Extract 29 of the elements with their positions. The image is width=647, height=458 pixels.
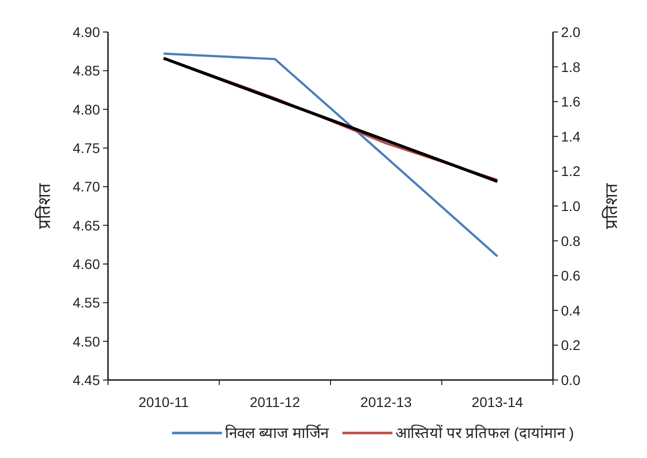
x-tick-label: 2012-13 (360, 394, 412, 410)
y2-tick-label: 1.4 (561, 128, 581, 144)
x-tick-label: 2011-12 (250, 394, 300, 410)
x-tick-label: 2013-14 (472, 394, 524, 410)
y-tick-label: 4.70 (72, 178, 100, 195)
x-tick-label: 2010-11 (138, 394, 190, 410)
y-tick-label: 4.85 (72, 62, 100, 79)
y-tick-label: 4.50 (72, 333, 100, 350)
legend-label: निवल ब्याज मार्जिन (225, 424, 330, 442)
y2-tick-label: 0.6 (561, 268, 581, 284)
y2-tick-label: 1.6 (561, 94, 581, 110)
y2-tick-label: 0.4 (561, 302, 581, 318)
y2-tick-label: 0.8 (561, 232, 581, 249)
y-tick-label: 4.60 (72, 256, 100, 272)
y-tick-label: 4.80 (72, 101, 100, 118)
y2-tick-label: 1.0 (561, 198, 581, 214)
y-tick-label: 4.90 (72, 24, 100, 40)
y-tick-label: 4.45 (72, 372, 100, 388)
y2-tick-label: 0.0 (561, 372, 581, 388)
y2-tick-label: 1.8 (561, 58, 581, 75)
y2-axis-title: प्रतिशत (601, 183, 621, 229)
y-tick-label: 4.75 (72, 140, 100, 156)
y-tick-label: 4.55 (72, 294, 100, 311)
y2-tick-label: 0.2 (561, 337, 581, 354)
legend-label: आस्तियों पर प्रतिफल (दायांमान ) (395, 424, 574, 442)
y2-tick-label: 2.0 (561, 24, 581, 40)
y2-tick-label: 1.2 (561, 163, 581, 180)
y-tick-label: 4.65 (72, 217, 100, 234)
y-axis-title: प्रतिशत (34, 183, 54, 229)
